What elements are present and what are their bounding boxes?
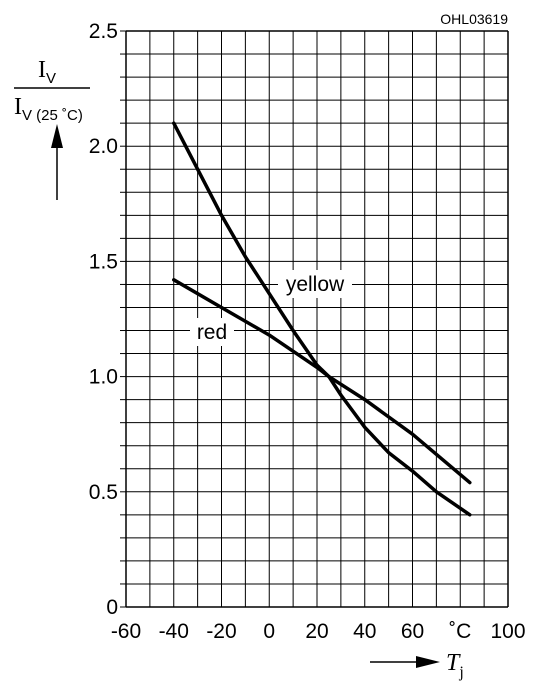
x-tick-label: -20 <box>206 620 236 643</box>
x-label-main: T <box>446 650 461 676</box>
y-tick-labels: 0 0.5 1.0 1.5 2.0 2.5 <box>89 20 118 619</box>
y-label-numerator-sub: V <box>46 70 56 87</box>
x-tick-label: -40 <box>159 620 189 643</box>
y-tick-label: 2.0 <box>89 135 118 158</box>
grid <box>120 30 509 608</box>
series-red-line <box>172 278 472 485</box>
x-tick-label: -60 <box>111 620 141 643</box>
x-tick-label: ˚C <box>449 620 471 643</box>
x-tick-label: 20 <box>305 620 328 643</box>
chart-identifier: OHL03619 <box>440 11 508 27</box>
y-tick-label: 2.5 <box>89 20 118 43</box>
x-label-sub: j <box>458 664 463 681</box>
svg-text:IV: IV <box>38 57 56 87</box>
svg-text:Tj: Tj <box>446 650 464 681</box>
svg-text:IV (25 ˚C): IV (25 ˚C) <box>14 94 83 124</box>
y-label-arrowhead <box>51 124 63 148</box>
series-lines: yellow red <box>172 121 472 517</box>
y-tick-label: 1.0 <box>89 366 118 389</box>
y-axis-label: IV IV (25 ˚C) <box>14 57 90 200</box>
y-label-denominator-sub: V (25 ˚C) <box>22 107 83 124</box>
y-label-denominator: I <box>14 94 22 120</box>
x-tick-label: 60 <box>401 620 424 643</box>
y-label-numerator: I <box>38 57 46 83</box>
y-tick-label: 1.5 <box>89 250 118 273</box>
series-label-bg <box>278 270 352 298</box>
x-tick-labels: -60 -40 -20 0 20 40 60 ˚C 100 <box>111 620 526 643</box>
x-tick-label: 40 <box>353 620 376 643</box>
x-label-arrowhead <box>416 656 440 668</box>
x-tick-label: 100 <box>490 620 525 643</box>
series-label-bg <box>190 318 234 346</box>
y-tick-label: 0 <box>106 596 118 619</box>
x-axis-label: Tj <box>370 650 464 681</box>
series-label-yellow: yellow <box>286 273 345 296</box>
series-label-red: red <box>197 321 227 344</box>
y-tick-label: 0.5 <box>89 481 118 504</box>
x-tick-label: 0 <box>263 620 275 643</box>
